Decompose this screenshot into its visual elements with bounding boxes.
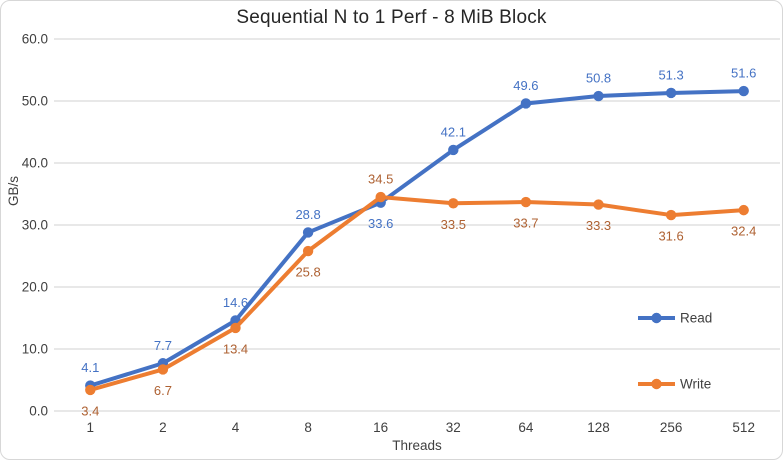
x-tick-label: 8 <box>304 420 312 435</box>
x-axis-title: Threads <box>392 438 442 453</box>
marker-write <box>520 196 532 208</box>
data-label-read: 7.7 <box>154 338 172 353</box>
legend-label: Write <box>680 377 711 392</box>
legend-marker-icon <box>651 378 662 390</box>
marker-write <box>448 198 459 209</box>
data-label-read: 51.6 <box>731 66 756 81</box>
data-label-read: 50.8 <box>586 71 611 86</box>
data-label-read: 28.8 <box>295 207 320 222</box>
data-label-read: 4.1 <box>81 360 99 375</box>
y-tick-label: 60.0 <box>22 32 48 47</box>
data-label-write: 6.7 <box>154 383 172 398</box>
x-tick-label: 16 <box>373 420 388 435</box>
y-tick-label: 40.0 <box>22 156 48 171</box>
data-label-read: 51.3 <box>658 67 683 82</box>
marker-write <box>157 364 169 375</box>
y-tick-label: 0.0 <box>29 404 48 419</box>
marker-read <box>665 87 677 99</box>
series-line-write <box>88 195 746 392</box>
x-tick-label: 512 <box>732 420 755 435</box>
marker-read <box>738 85 749 97</box>
marker-write <box>85 384 96 396</box>
marker-read <box>302 227 314 238</box>
series-line-read <box>88 89 746 388</box>
data-label-write: 13.4 <box>223 341 248 356</box>
data-label-read: 33.6 <box>368 216 393 231</box>
marker-read <box>520 98 532 109</box>
data-label-write: 33.3 <box>586 218 611 233</box>
y-axis-title: GB/s <box>6 176 21 206</box>
chart-title: Sequential N to 1 Perf - 8 MiB Block <box>236 7 547 28</box>
x-tick-label: 32 <box>446 420 461 435</box>
data-label-write: 34.5 <box>368 172 393 187</box>
x-tick-label: 128 <box>587 420 610 435</box>
x-tick-label: 2 <box>159 420 167 435</box>
marker-write <box>230 322 241 334</box>
marker-write <box>593 199 604 210</box>
data-label-read: 14.6 <box>223 295 248 310</box>
data-label-write: 31.6 <box>658 229 683 244</box>
y-tick-label: 50.0 <box>22 94 48 109</box>
data-label-write: 33.7 <box>513 216 538 231</box>
x-tick-label: 256 <box>660 420 683 435</box>
marker-write <box>665 209 677 221</box>
marker-read <box>593 90 604 102</box>
y-tick-label: 30.0 <box>22 218 48 233</box>
data-label-write: 32.4 <box>731 224 756 239</box>
data-label-read: 42.1 <box>441 124 466 139</box>
legend-item-read: Read <box>638 311 712 326</box>
data-label-write: 3.4 <box>81 403 99 418</box>
marker-write <box>375 191 386 203</box>
legend-marker-icon <box>651 312 662 324</box>
data-label-read: 49.6 <box>513 78 538 93</box>
x-tick-label: 4 <box>232 420 240 435</box>
y-tick-label: 20.0 <box>22 280 48 295</box>
data-label-write: 25.8 <box>295 265 320 280</box>
marker-write <box>738 204 749 216</box>
data-label-write: 33.5 <box>441 217 466 232</box>
y-tick-label: 10.0 <box>22 342 48 357</box>
marker-write <box>302 245 314 257</box>
x-tick-label: 64 <box>518 420 534 435</box>
x-tick-label: 1 <box>87 420 95 435</box>
legend-label: Read <box>680 311 712 326</box>
legend-item-write: Write <box>638 377 711 392</box>
marker-read <box>448 144 459 156</box>
